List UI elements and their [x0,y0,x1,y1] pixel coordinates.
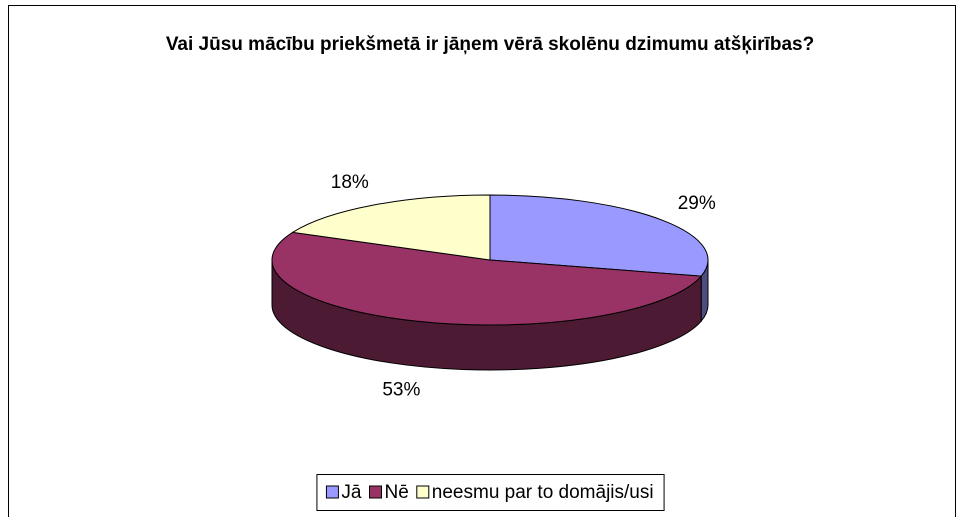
legend-swatch [369,485,382,499]
legend-swatch [416,485,430,499]
legend-label: Nē [385,482,409,503]
data-label: 29% [678,193,716,214]
chart-title: Vai Jūsu mācību priekšmetā ir jāņem vērā… [166,34,814,55]
slice [291,194,491,261]
data-label: 53% [382,380,420,401]
legend-label: neesmu par to domājis/usi [432,482,654,503]
legend-label: Jā [341,482,362,503]
slice [271,231,703,326]
data-label: 18% [331,172,369,193]
legend-swatch [325,485,339,499]
slice [489,194,709,277]
